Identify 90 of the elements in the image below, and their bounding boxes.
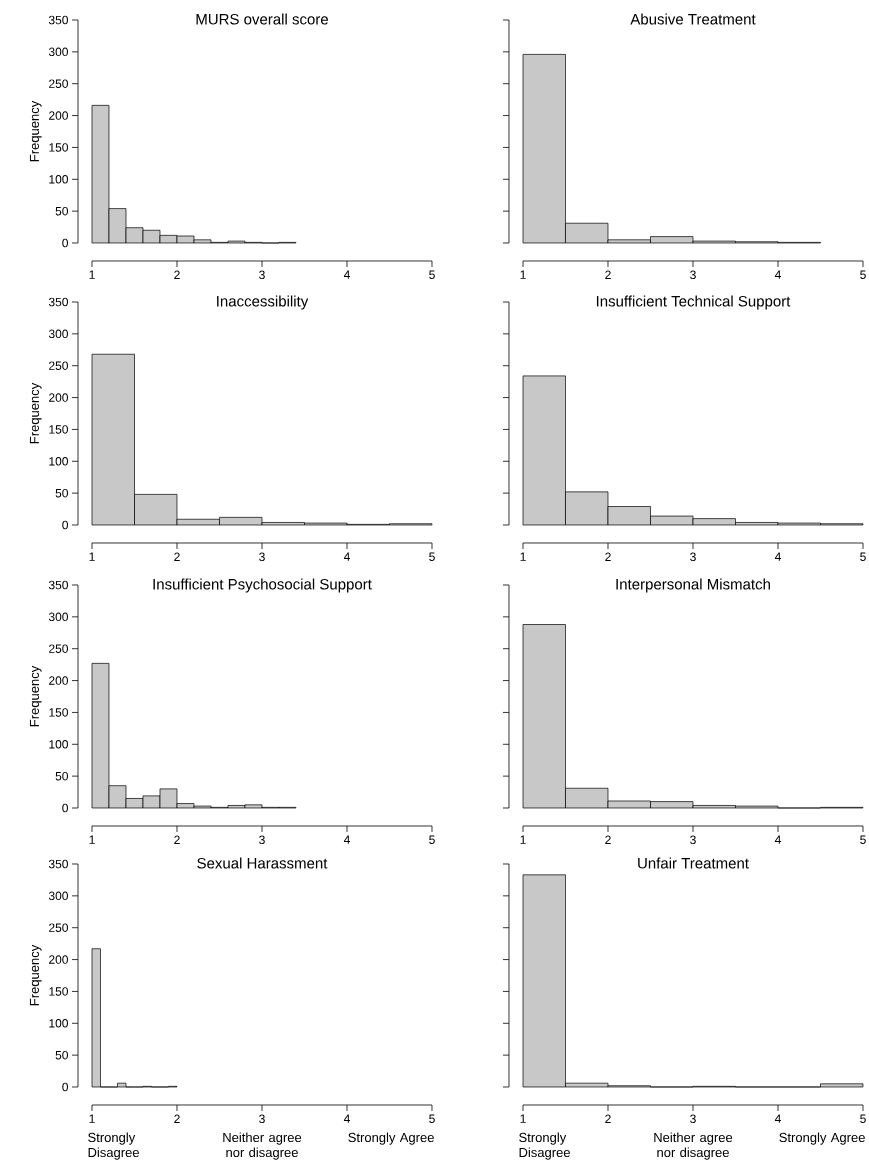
- y-axis-title: Frequency: [29, 665, 42, 727]
- x-tick-label: 5: [860, 1114, 866, 1123]
- x-tick-label: 3: [690, 1114, 696, 1124]
- chart-title: MURS overall score: [196, 13, 328, 25]
- y-tick-label: 300: [48, 612, 68, 622]
- y-tick-label: 150: [49, 708, 68, 717]
- x-tick-label: 4: [774, 1114, 781, 1123]
- text: Neither agree nor disagree: [654, 1132, 733, 1160]
- x-tick-label: 2: [174, 1114, 180, 1123]
- y-tick-label: 100: [49, 457, 68, 466]
- x-tick-label: 3: [690, 552, 696, 562]
- chart-title: Insufficient Psychosocial Support: [153, 578, 372, 593]
- x-tick-label: 1: [89, 1114, 95, 1123]
- chart-title: Inaccessibility: [217, 295, 309, 310]
- text: Strongly Agree: [348, 1132, 434, 1145]
- x-tick-label: 3: [259, 835, 265, 845]
- y-tick-label: 0: [62, 1082, 68, 1092]
- y-tick-label: 100: [49, 740, 68, 749]
- y-tick-label: 0: [62, 803, 68, 813]
- y-tick-label: 200: [49, 955, 68, 964]
- x-tick-label: 4: [343, 552, 350, 561]
- y-tick-label: 350: [48, 580, 68, 590]
- x-tick-label: 5: [860, 270, 866, 279]
- x-tick-label: 5: [860, 552, 866, 561]
- y-tick-label: 300: [48, 329, 68, 339]
- x-tick-label: 2: [605, 552, 611, 561]
- y-tick-label: 50: [55, 488, 68, 498]
- x-tick-label: 4: [774, 270, 781, 279]
- y-tick-label: 50: [55, 206, 68, 216]
- chart-title: Sexual Harassment: [197, 857, 328, 869]
- y-tick-label: 100: [49, 175, 68, 184]
- x-tick-label: 2: [174, 835, 180, 844]
- x-tick-label: 3: [259, 270, 265, 280]
- y-tick-label: 350: [48, 859, 68, 869]
- x-tick-label: 3: [259, 552, 265, 562]
- x-tick-label: 1: [520, 1114, 526, 1123]
- x-tick-label: 1: [520, 552, 526, 561]
- x-tick-label: 4: [343, 1114, 350, 1123]
- x-tick-label: 5: [860, 835, 866, 844]
- x-tick-label: 5: [429, 552, 435, 561]
- y-tick-label: 50: [55, 771, 68, 781]
- y-tick-label: 50: [55, 1050, 68, 1060]
- x-tick-label: 2: [174, 270, 180, 279]
- x-tick-label: 5: [429, 835, 435, 844]
- y-tick-label: 150: [49, 143, 68, 152]
- x-tick-label: 2: [605, 270, 611, 279]
- y-tick-label: 300: [48, 891, 68, 901]
- y-tick-label: 250: [49, 361, 68, 370]
- x-tick-label: 1: [520, 835, 526, 844]
- x-tick-label: 1: [89, 552, 95, 561]
- x-tick-label: 5: [429, 270, 435, 279]
- x-tick-label: 4: [343, 835, 350, 844]
- y-tick-label: 250: [49, 644, 68, 653]
- y-tick-label: 200: [49, 393, 68, 402]
- x-tick-label: 3: [690, 270, 696, 280]
- chart-title: Insufficient Technical Support: [596, 295, 791, 310]
- x-tick-label: 1: [89, 835, 95, 844]
- y-tick-label: 0: [62, 238, 68, 248]
- y-axis-title: Frequency: [29, 944, 42, 1006]
- x-tick-label: 3: [259, 1114, 265, 1124]
- y-tick-label: 250: [49, 79, 68, 88]
- x-tick-label: 4: [343, 270, 350, 279]
- x-tick-label: 2: [174, 552, 180, 561]
- x-tick-label: 4: [774, 552, 781, 561]
- text: Strongly Disagree: [519, 1132, 570, 1160]
- y-tick-label: 200: [49, 111, 68, 120]
- x-tick-label: 2: [605, 1114, 611, 1123]
- chart-title: Unfair Treatment: [638, 857, 749, 869]
- x-tick-label: 1: [89, 270, 95, 279]
- y-tick-label: 150: [49, 425, 68, 434]
- y-tick-label: 250: [49, 923, 68, 932]
- text: Strongly Agree: [779, 1132, 865, 1145]
- chart-title: Abusive Treatment: [630, 13, 756, 25]
- y-tick-label: 200: [49, 676, 68, 685]
- y-tick-label: 0: [62, 520, 68, 530]
- y-tick-label: 350: [48, 297, 68, 307]
- text: Strongly Disagree: [88, 1132, 139, 1160]
- x-tick-label: 2: [605, 835, 611, 844]
- x-tick-label: 1: [520, 270, 526, 279]
- y-tick-label: 350: [48, 15, 68, 25]
- y-axis-title: Frequency: [29, 100, 42, 162]
- x-tick-label: 4: [774, 835, 781, 844]
- x-tick-label: 3: [690, 835, 696, 845]
- y-axis-title: Frequency: [29, 382, 42, 444]
- y-tick-label: 150: [49, 987, 68, 996]
- y-tick-label: 300: [48, 47, 68, 57]
- x-tick-label: 5: [429, 1114, 435, 1123]
- y-tick-label: 100: [49, 1019, 68, 1028]
- text: Neither agree nor disagree: [223, 1132, 302, 1160]
- chart-title: Interpersonal Mismatch: [616, 578, 770, 593]
